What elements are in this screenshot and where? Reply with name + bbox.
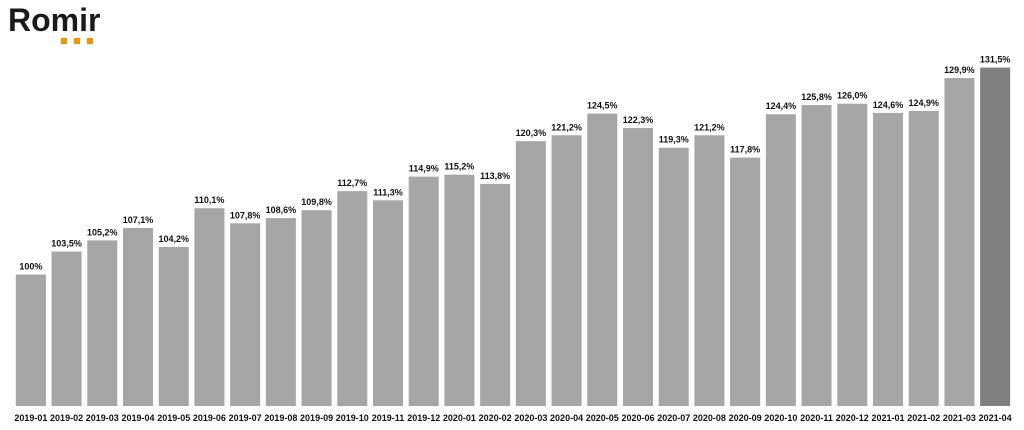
x-tick-label: 2020-04 [550, 413, 583, 423]
value-label: 124,9% [908, 98, 939, 108]
x-tick-label: 2019-09 [300, 413, 333, 423]
bar [765, 114, 796, 406]
x-tick-label: 2019-08 [264, 413, 297, 423]
x-tick-label: 2020-08 [693, 413, 726, 423]
bar [51, 251, 82, 406]
bar [373, 200, 403, 406]
x-tick-label: 2020-11 [800, 413, 833, 423]
bar [230, 223, 261, 406]
bar [87, 240, 118, 406]
value-label: 114,9% [409, 164, 439, 174]
value-label: 124,5% [587, 101, 618, 111]
x-tick-label: 2019-06 [193, 413, 226, 423]
value-label: 121,2% [694, 122, 725, 132]
value-label: 109,8% [301, 197, 332, 207]
logo-dot [74, 38, 80, 44]
bar [873, 112, 903, 407]
value-label: 119,3% [659, 135, 689, 145]
value-label: 113,8% [480, 171, 510, 181]
value-label: 108,6% [266, 205, 297, 215]
x-tick-label: 2020-07 [657, 413, 690, 423]
x-tick-label: 2020-01 [443, 413, 476, 423]
bar [480, 183, 511, 406]
value-label: 124,4% [766, 101, 797, 111]
x-tick-label: 2021-01 [871, 413, 904, 423]
bar [194, 208, 225, 406]
value-label: 115,2% [444, 162, 474, 172]
bar [944, 78, 975, 406]
value-label: 126,0% [837, 91, 868, 101]
value-label: 111,3% [373, 187, 403, 197]
bar [337, 191, 368, 406]
bar [730, 157, 761, 406]
bar [265, 218, 296, 406]
value-label: 121,2% [551, 122, 582, 132]
bar [908, 110, 939, 406]
value-label: 110,1% [194, 195, 224, 205]
x-tick-label: 2021-04 [979, 413, 1012, 423]
bar [694, 135, 725, 406]
value-label: 117,8% [730, 145, 760, 155]
bar [515, 141, 546, 406]
value-label: 105,2% [87, 227, 118, 237]
bar [837, 103, 868, 406]
bar [658, 147, 689, 406]
value-label: 124,6% [873, 100, 904, 110]
bar [587, 113, 618, 407]
x-tick-label: 2019-11 [372, 413, 405, 423]
value-label: 122,3% [623, 115, 654, 125]
x-tick-label: 2021-02 [907, 413, 940, 423]
logo: Romir [8, 2, 100, 38]
bar [551, 135, 582, 406]
x-tick-label: 2019-10 [336, 413, 369, 423]
x-tick-label: 2020-02 [479, 413, 512, 423]
x-tick-label: 2019-03 [86, 413, 119, 423]
x-tick-label: 2019-01 [14, 413, 47, 423]
value-label: 129,9% [944, 65, 975, 75]
bar [408, 176, 439, 406]
logo-dot [61, 38, 67, 44]
x-tick-label: 2019-02 [50, 413, 83, 423]
x-tick-label: 2020-03 [514, 413, 547, 423]
x-tick-label: 2020-09 [729, 413, 762, 423]
value-label: 112,7% [337, 178, 367, 188]
logo-dot [87, 38, 93, 44]
bar [623, 128, 653, 406]
value-label: 125,8% [801, 92, 832, 102]
x-tick-label: 2019-12 [407, 413, 440, 423]
x-tick-label: 2020-05 [586, 413, 619, 423]
value-label: 104,2% [158, 234, 189, 244]
x-tick-label: 2019-05 [157, 413, 190, 423]
x-tick-label: 2020-12 [836, 413, 869, 423]
value-label: 103,5% [51, 239, 82, 249]
x-tick-label: 2019-04 [121, 413, 154, 423]
bar [980, 67, 1011, 407]
x-tick-label: 2021-03 [943, 413, 976, 423]
bar [15, 274, 46, 406]
value-label: 107,8% [230, 210, 261, 220]
value-label: 107,1% [123, 215, 154, 225]
x-tick-label: 2020-06 [621, 413, 654, 423]
value-label: 120,3% [516, 128, 547, 138]
x-tick-label: 2020-10 [764, 413, 797, 423]
value-label: 131,5% [980, 55, 1011, 65]
bar [301, 210, 332, 406]
x-tick-label: 2019-07 [229, 413, 262, 423]
bar [444, 174, 475, 406]
bar [801, 105, 832, 407]
value-label: 100% [19, 262, 42, 272]
bar [158, 246, 189, 406]
bar [123, 227, 153, 406]
